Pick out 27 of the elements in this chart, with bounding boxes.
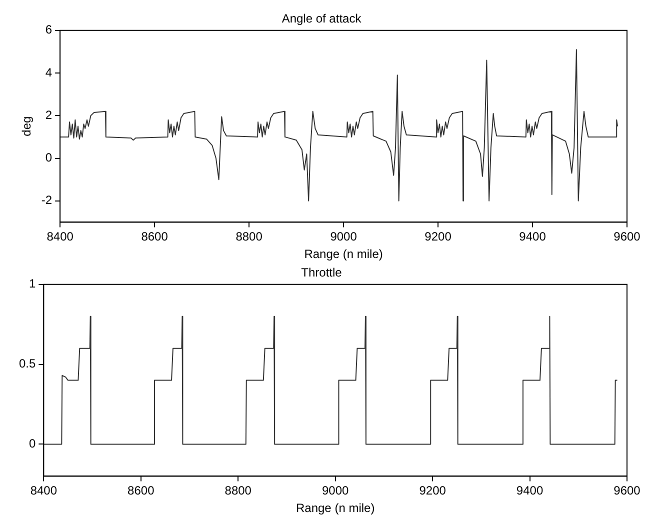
x-tick-label: 9000 [330, 230, 358, 244]
x-tick-label: 8400 [46, 230, 74, 244]
x-tick-label: 9200 [424, 230, 452, 244]
x-axis-title: Range (n mile) [296, 501, 375, 516]
y-tick-label: 0 [28, 436, 36, 451]
x-tick-label: 9400 [516, 484, 544, 498]
x-tick-label: 9400 [519, 230, 546, 244]
y-tick-label: 2 [45, 108, 52, 122]
chart-title: Throttle [301, 266, 342, 280]
x-tick-label: 8600 [141, 230, 168, 244]
x-tick-label: 9000 [322, 484, 350, 498]
x-tick-label: 9600 [614, 230, 641, 244]
y-tick-label: 0.5 [18, 356, 36, 371]
x-tick-label: 8800 [236, 230, 263, 244]
x-tick-label: 9200 [419, 484, 446, 498]
x-axis-title: Range (n mile) [304, 247, 383, 262]
y-tick-label: 4 [45, 65, 52, 80]
y-tick-label: 0 [45, 150, 52, 165]
y-tick-label: 1 [28, 276, 36, 291]
x-tick-label: 9600 [614, 484, 641, 498]
x-tick-label: 8400 [30, 484, 58, 498]
y-axis-title: deg [20, 116, 34, 136]
chart-title: Angle of attack [282, 12, 362, 26]
y-tick-label: -2 [41, 193, 52, 208]
x-tick-label: 8800 [224, 484, 252, 498]
x-tick-label: 8600 [128, 484, 155, 498]
y-tick-label: 6 [45, 22, 52, 37]
